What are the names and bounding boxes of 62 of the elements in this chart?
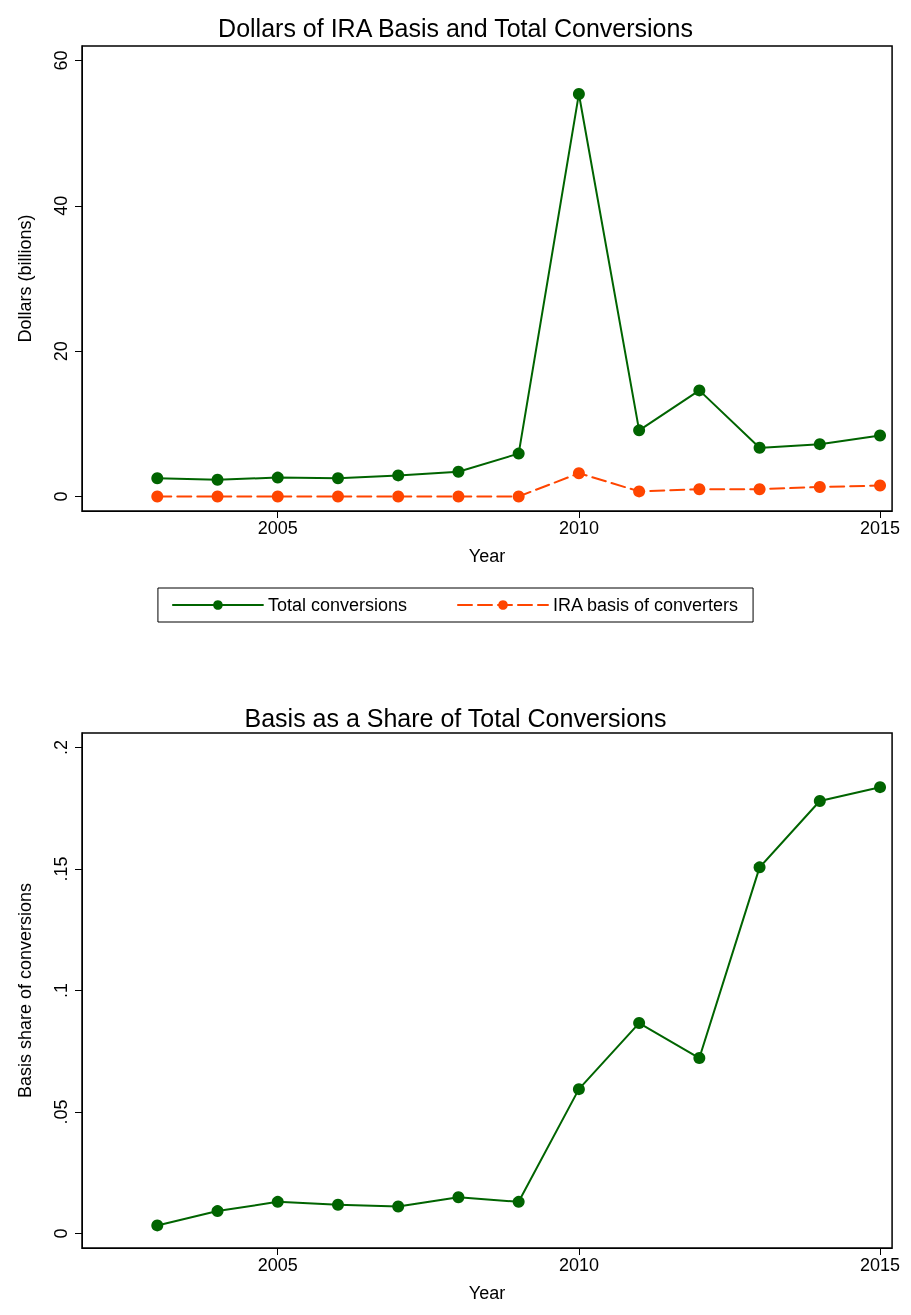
- y-axis-title: Basis share of conversions: [15, 882, 35, 1099]
- y-axis-title: Dollars (billions): [15, 214, 35, 343]
- point: [452, 465, 465, 478]
- point: [512, 490, 525, 503]
- point: [874, 479, 887, 492]
- point: [392, 469, 405, 482]
- point: [633, 485, 646, 498]
- point: [633, 424, 646, 437]
- point: [151, 490, 164, 503]
- x-axis-title: Year: [468, 546, 506, 566]
- x-tick-label: 2010: [558, 518, 599, 538]
- point: [271, 1195, 284, 1208]
- point: [331, 1198, 344, 1211]
- point: [331, 490, 344, 503]
- point: [271, 471, 284, 484]
- point: [452, 490, 465, 503]
- legend-label: Total conversions: [267, 595, 408, 615]
- point: [813, 795, 826, 808]
- point: [813, 438, 826, 451]
- point: [572, 467, 585, 480]
- y-tick-label: 0: [51, 491, 71, 502]
- point: [271, 490, 284, 503]
- chart-title: Dollars of IRA Basis and Total Conversions: [218, 13, 693, 42]
- point: [693, 1052, 706, 1065]
- point: [512, 447, 525, 460]
- point: [753, 861, 766, 874]
- legend-label: IRA basis of converters: [553, 595, 739, 615]
- y-tick-label: .05: [51, 1099, 71, 1125]
- y-tick-label: 40: [51, 195, 71, 216]
- x-tick-label: 2005: [257, 518, 298, 538]
- y-tick-label: .15: [51, 856, 71, 882]
- point: [874, 429, 887, 442]
- point: [151, 1219, 164, 1232]
- x-tick-label: 2015: [860, 1255, 901, 1275]
- point: [753, 441, 766, 454]
- x-tick-label: 2010: [558, 1255, 599, 1275]
- point: [452, 1191, 465, 1204]
- x-tick-label: 2015: [860, 518, 901, 538]
- point: [211, 1205, 224, 1218]
- chart-title: Basis as a Share of Total Conversions: [244, 703, 667, 732]
- point: [813, 481, 826, 494]
- point: [211, 473, 224, 486]
- point: [693, 384, 706, 397]
- x-tick-label: 2005: [257, 1255, 298, 1275]
- point: [392, 1200, 405, 1213]
- point: [512, 1195, 525, 1208]
- point: [392, 490, 405, 503]
- point: [151, 472, 164, 485]
- point: [633, 1017, 646, 1030]
- y-tick-label: 20: [51, 341, 71, 362]
- point: [211, 490, 224, 503]
- x-axis-title: Year: [468, 1283, 506, 1303]
- y-tick-label: .2: [51, 740, 71, 756]
- point: [693, 483, 706, 496]
- y-tick-label: .1: [51, 982, 71, 999]
- point: [572, 1083, 585, 1096]
- y-tick-label: 60: [51, 50, 71, 71]
- point: [874, 781, 887, 794]
- y-tick-label: 0: [51, 1228, 71, 1239]
- point: [572, 87, 585, 100]
- point: [331, 472, 344, 485]
- point: [753, 483, 766, 496]
